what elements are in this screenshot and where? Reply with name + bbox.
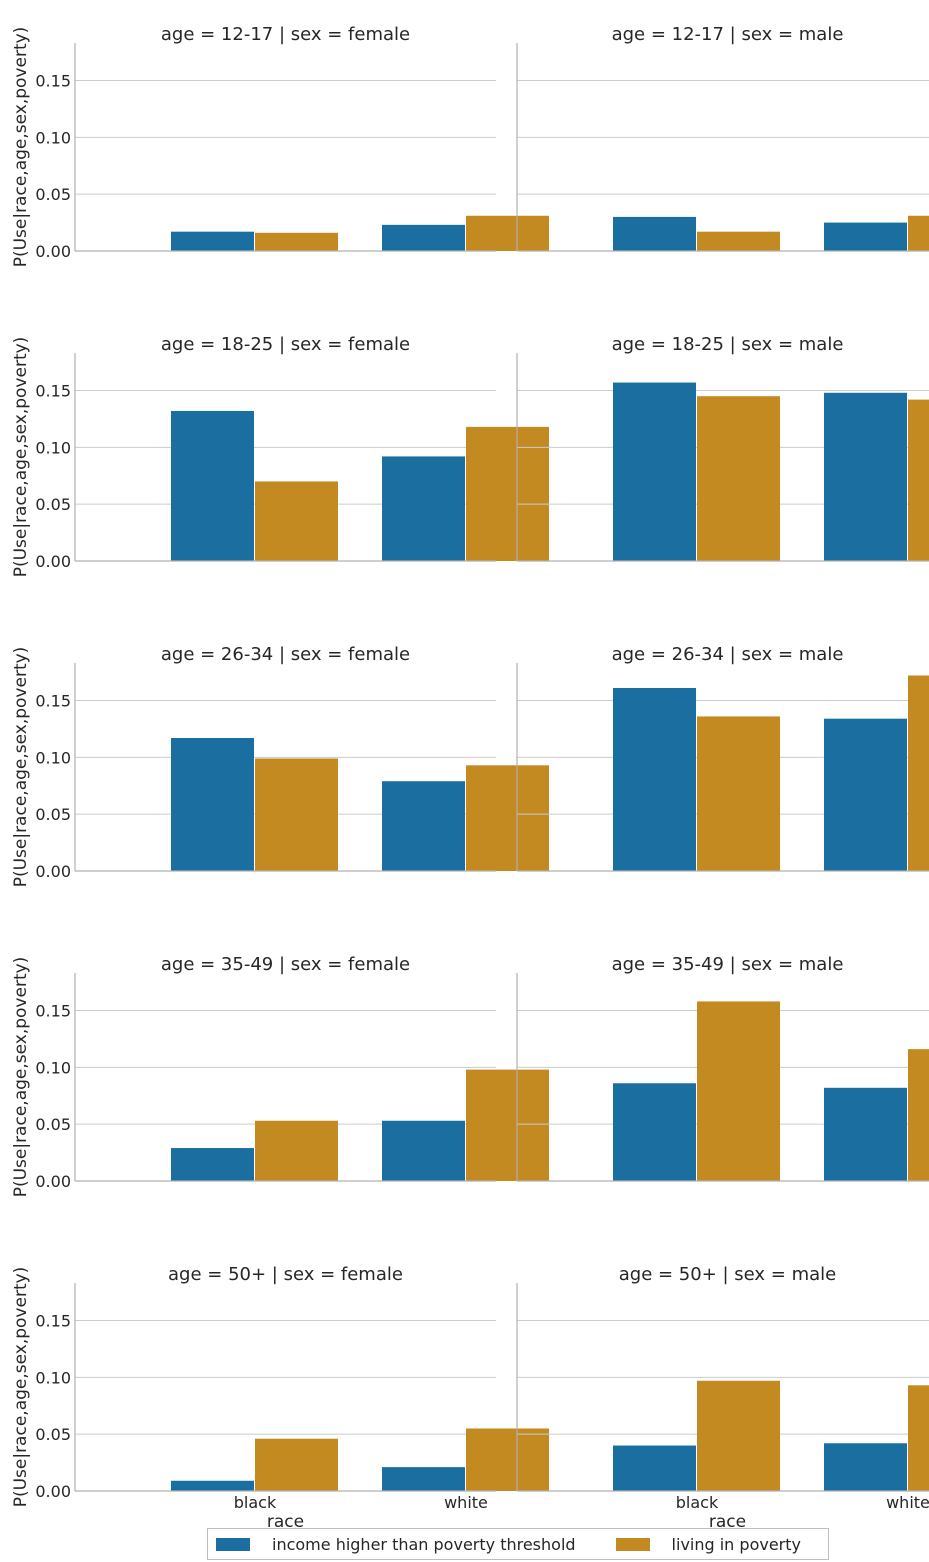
bar-black-income bbox=[171, 1148, 254, 1181]
bar-white-poverty bbox=[466, 1069, 549, 1181]
y-tick-label: 0.05 bbox=[35, 1425, 71, 1444]
bar-black-poverty bbox=[255, 1438, 338, 1491]
bar-white-poverty bbox=[466, 765, 549, 871]
panel-title: age = 18-25 | sex = male bbox=[612, 334, 844, 355]
x-tick-label: black bbox=[234, 1493, 277, 1512]
panel-title: age = 26-34 | sex = male bbox=[612, 644, 844, 665]
y-tick-label: 0.00 bbox=[35, 242, 71, 261]
y-tick-label: 0.05 bbox=[35, 805, 71, 824]
y-axis-label: P(Use|race,age,sex,poverty) bbox=[11, 337, 31, 578]
panel-title: age = 12-17 | sex = female bbox=[161, 24, 410, 45]
legend-item-poverty: living in poverty bbox=[608, 1535, 801, 1554]
y-tick-label: 0.10 bbox=[35, 128, 71, 147]
bar-white-income bbox=[824, 718, 907, 871]
y-tick-label: 0.15 bbox=[35, 72, 71, 91]
bar-black-income bbox=[613, 216, 696, 251]
bar-black-poverty bbox=[697, 231, 780, 251]
y-tick-label: 0.05 bbox=[35, 495, 71, 514]
panel-title: age = 50+ | sex = male bbox=[619, 1264, 837, 1285]
bar-white-poverty bbox=[908, 675, 929, 871]
bar-black-income bbox=[613, 382, 696, 561]
x-tick-label: black bbox=[676, 1493, 719, 1512]
y-tick-label: 0.15 bbox=[35, 1312, 71, 1331]
legend-swatch-poverty bbox=[615, 1537, 650, 1551]
y-tick-label: 0.00 bbox=[35, 1172, 71, 1191]
bar-white-poverty bbox=[908, 1385, 929, 1491]
bar-black-income bbox=[171, 1480, 254, 1491]
bar-white-poverty bbox=[908, 215, 929, 251]
bar-white-income bbox=[382, 781, 465, 871]
y-axis-label: P(Use|race,age,sex,poverty) bbox=[11, 27, 31, 268]
panel-title: age = 26-34 | sex = female bbox=[161, 644, 410, 665]
y-tick-label: 0.15 bbox=[35, 692, 71, 711]
bar-black-poverty bbox=[697, 396, 780, 561]
bar-white-income bbox=[382, 1467, 465, 1491]
bar-black-income bbox=[171, 410, 254, 561]
legend-label-income: income higher than poverty threshold bbox=[272, 1534, 576, 1554]
bar-black-poverty bbox=[697, 716, 780, 871]
bar-black-income bbox=[171, 231, 254, 251]
bar-black-poverty bbox=[255, 481, 338, 561]
bar-white-poverty bbox=[908, 399, 929, 561]
y-tick-label: 0.00 bbox=[35, 1482, 71, 1501]
bar-black-poverty bbox=[697, 1001, 780, 1181]
bar-white-poverty bbox=[466, 1428, 549, 1491]
legend: income higher than poverty threshold liv… bbox=[207, 1528, 829, 1560]
y-tick-label: 0.15 bbox=[35, 1002, 71, 1021]
x-tick-label: white bbox=[886, 1493, 929, 1512]
legend-swatch-income bbox=[216, 1537, 250, 1551]
y-axis-label: P(Use|race,age,sex,poverty) bbox=[11, 1267, 31, 1508]
bar-white-poverty bbox=[908, 1049, 929, 1181]
y-tick-label: 0.00 bbox=[35, 862, 71, 881]
panel-title: age = 50+ | sex = female bbox=[168, 1264, 403, 1285]
bar-black-poverty bbox=[255, 232, 338, 251]
bar-white-poverty bbox=[466, 215, 549, 251]
bar-white-income bbox=[382, 456, 465, 561]
bar-black-income bbox=[613, 1445, 696, 1491]
y-tick-label: 0.10 bbox=[35, 438, 71, 457]
bar-white-income bbox=[824, 392, 907, 561]
bar-black-poverty bbox=[255, 758, 338, 871]
bar-black-poverty bbox=[697, 1380, 780, 1491]
bar-white-income bbox=[824, 1443, 907, 1491]
y-tick-label: 0.10 bbox=[35, 748, 71, 767]
y-tick-label: 0.10 bbox=[35, 1368, 71, 1387]
bar-white-poverty bbox=[466, 426, 549, 561]
x-axis-label: race bbox=[267, 1512, 304, 1532]
panel-title: age = 35-49 | sex = male bbox=[612, 954, 844, 975]
bar-white-income bbox=[382, 224, 465, 251]
bar-white-income bbox=[824, 222, 907, 251]
panel-title: age = 35-49 | sex = female bbox=[161, 954, 410, 975]
y-tick-label: 0.05 bbox=[35, 1115, 71, 1134]
y-tick-label: 0.05 bbox=[35, 185, 71, 204]
x-tick-label: white bbox=[444, 1493, 488, 1512]
y-tick-label: 0.15 bbox=[35, 382, 71, 401]
x-axis-label: race bbox=[709, 1512, 746, 1532]
bar-white-income bbox=[824, 1087, 907, 1181]
legend-label-poverty: living in poverty bbox=[671, 1534, 801, 1554]
panel-title: age = 12-17 | sex = male bbox=[612, 24, 844, 45]
bar-black-poverty bbox=[255, 1120, 338, 1181]
y-axis-label: P(Use|race,age,sex,poverty) bbox=[11, 647, 31, 888]
bar-white-income bbox=[382, 1120, 465, 1181]
bar-black-income bbox=[171, 738, 254, 871]
panel-title: age = 18-25 | sex = female bbox=[161, 334, 410, 355]
y-tick-label: 0.00 bbox=[35, 552, 71, 571]
bar-black-income bbox=[613, 688, 696, 871]
bar-black-income bbox=[613, 1083, 696, 1181]
legend-item-income: income higher than poverty threshold bbox=[208, 1535, 576, 1554]
y-axis-label: P(Use|race,age,sex,poverty) bbox=[11, 957, 31, 1198]
y-tick-label: 0.10 bbox=[35, 1058, 71, 1077]
